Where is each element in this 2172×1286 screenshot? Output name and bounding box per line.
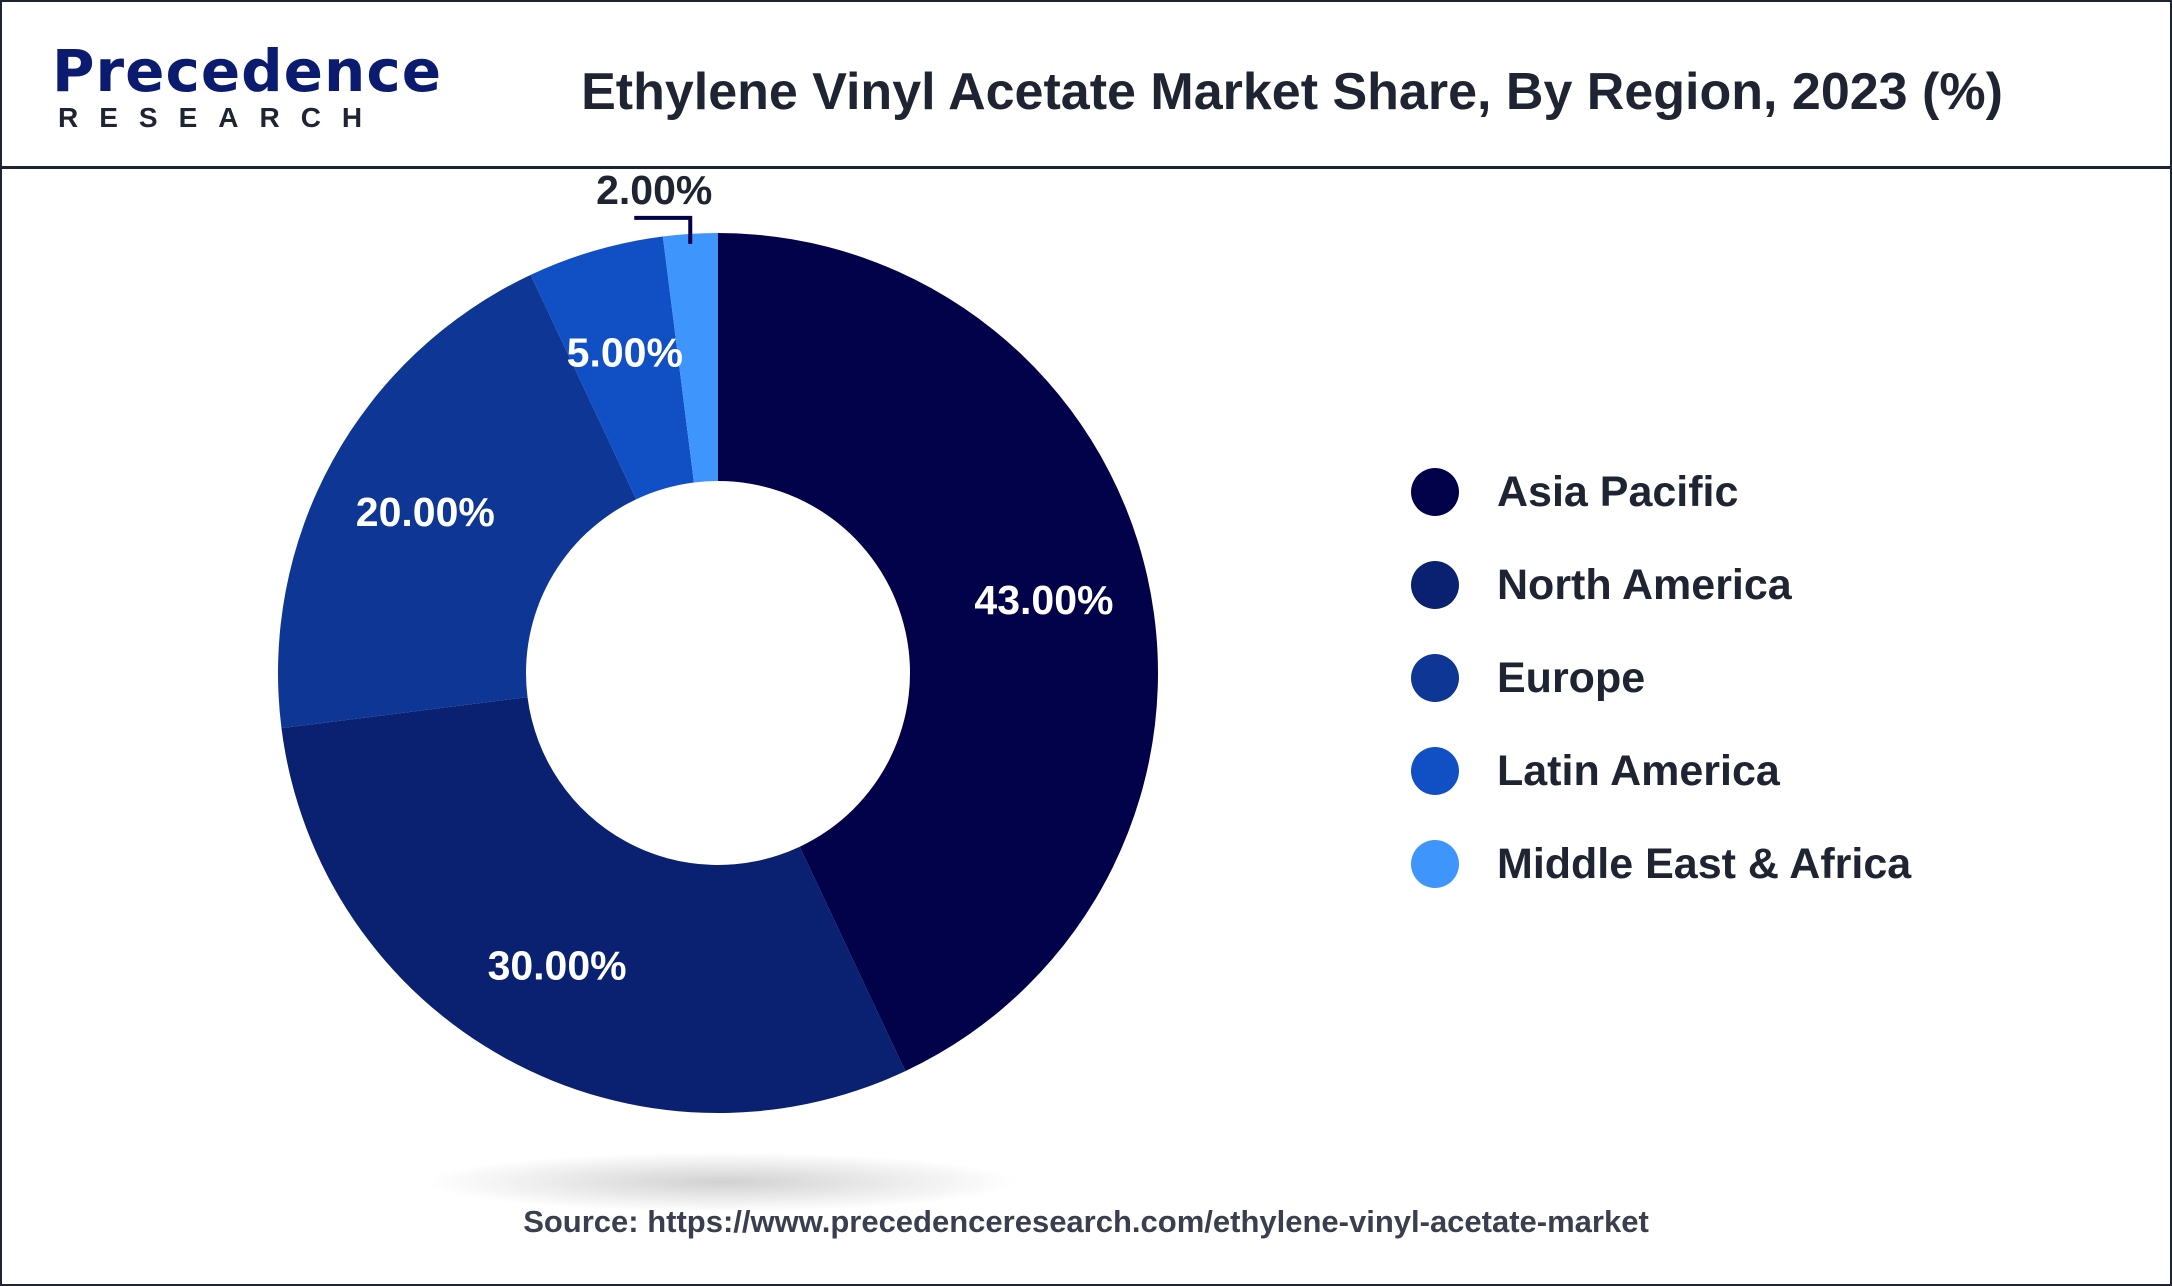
chart-title: Ethylene Vinyl Acetate Market Share, By …: [581, 63, 2003, 121]
slice-label-north-america: 30.00%: [488, 943, 627, 989]
slice-label-asia-pacific: 43.00%: [974, 577, 1113, 623]
precedence-logo: Precedence RESEARCH: [52, 38, 441, 138]
slice-middle-east-and-africa: [662, 233, 718, 483]
legend-label-europe: Europe: [1497, 654, 1646, 702]
legend-item-europe: Europe: [1407, 648, 2107, 708]
slice-europe: [278, 274, 637, 729]
legend-label-latin-america: Latin America: [1497, 747, 1780, 795]
slice-latin-america: [530, 236, 694, 500]
legend-label-middle-east-and-africa: Middle East & Africa: [1497, 840, 1912, 888]
legend-item-latin-america: Latin America: [1407, 741, 2107, 801]
legend-swatch-europe: [1411, 654, 1459, 702]
source-note: Source: https://www.precedenceresearch.c…: [523, 1204, 1649, 1239]
legend-label-north-america: North America: [1497, 561, 1792, 609]
slice-label-latin-america: 5.00%: [567, 329, 683, 375]
header: Precedence RESEARCH Ethylene Vinyl Aceta…: [2, 2, 2170, 169]
legend-item-middle-east-and-africa: Middle East & Africa: [1407, 834, 2107, 894]
donut-slices: [278, 233, 1158, 1113]
slice-north-america: [281, 697, 906, 1113]
logo-wordmark: Precedence: [52, 37, 443, 105]
legend-swatch-latin-america: [1411, 747, 1459, 795]
slice-label-middle-east-and-africa: 2.00%: [596, 167, 712, 213]
legend-item-north-america: North America: [1407, 555, 2107, 615]
donut-slice-labels: 43.00% 30.00% 20.00% 5.00% 2.00%: [356, 167, 1114, 989]
legend-item-asia-pacific: Asia Pacific: [1407, 462, 2107, 522]
legend-label-asia-pacific: Asia Pacific: [1497, 468, 1739, 516]
legend-swatch-asia-pacific: [1411, 468, 1459, 516]
slice-label-europe: 20.00%: [356, 489, 495, 535]
logo-subtitle: RESEARCH: [58, 102, 384, 133]
chart-shadow: [422, 1152, 1022, 1212]
legend-swatch-north-america: [1411, 561, 1459, 609]
slice-asia-pacific: [718, 233, 1158, 1072]
slice-leader-middle-east-and-africa: [634, 215, 693, 244]
legend-swatch-middle-east-and-africa: [1411, 840, 1459, 888]
